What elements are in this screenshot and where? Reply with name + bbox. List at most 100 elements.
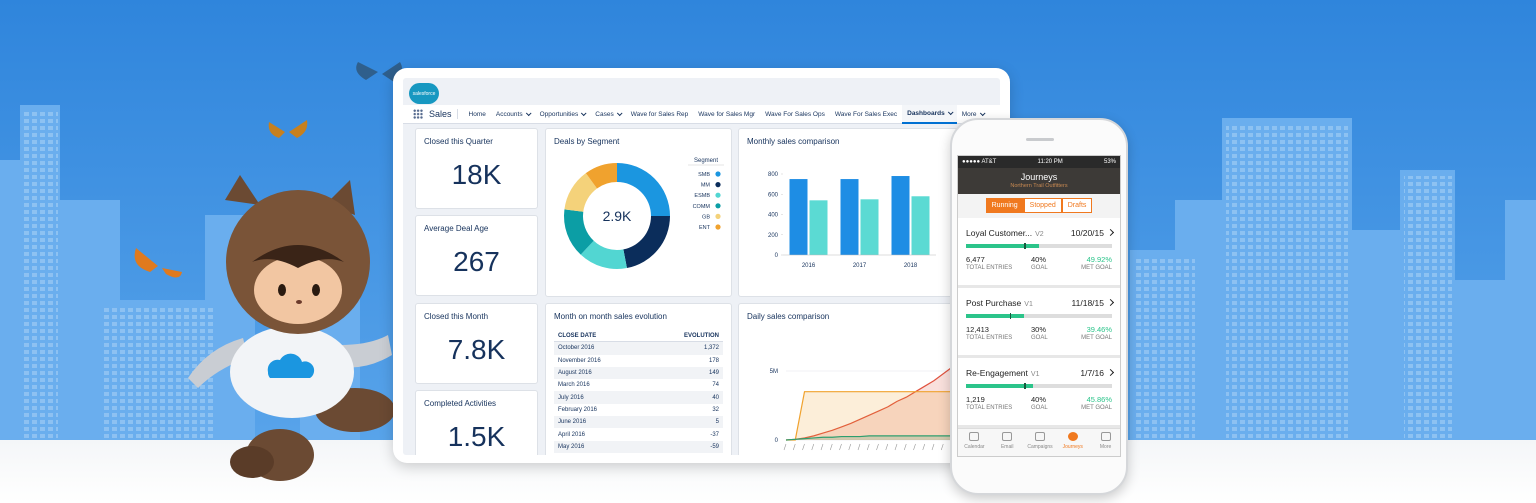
x-tick — [894, 443, 898, 451]
journey-card[interactable]: Re-Engagement V1 1/7/16 1,219 40% 45.86% TOTAL… — [958, 358, 1120, 428]
x-tick-label: 2018 — [904, 263, 918, 269]
donut-chart: 2.9K Segment SMB MM ESMB COMM GB ENT — [564, 158, 724, 269]
nav-item[interactable]: Wave For Sales Exec — [830, 105, 902, 124]
nav-label: Wave for Sales Rep — [630, 110, 689, 118]
x-tick — [857, 443, 861, 451]
nav-icon — [1034, 432, 1045, 441]
tile-value: 267 — [453, 246, 500, 277]
legend-label: GB — [702, 214, 710, 220]
x-tick — [829, 443, 833, 451]
tile-title: Closed this Quarter — [424, 137, 493, 146]
progress-track — [966, 243, 1112, 249]
phone-nav-item[interactable]: More — [1089, 429, 1120, 456]
bar — [891, 176, 910, 255]
phone-nav-item[interactable]: Calendar — [958, 429, 991, 456]
table-row: October 2016 1,372 — [554, 342, 723, 355]
nav-item[interactable]: Dashboards — [902, 104, 957, 124]
nav-item[interactable]: Wave for Sales Rep — [626, 105, 694, 124]
nav-item[interactable]: Wave For Sales Ops — [760, 105, 830, 124]
entries-label: TOTAL ENTRIES — [966, 335, 1013, 341]
nav-item[interactable]: Cases — [590, 105, 625, 124]
chevron — [525, 110, 532, 117]
journey-card[interactable]: Loyal Customer... V2 10/20/15 6,477 40% 49.92… — [958, 218, 1120, 288]
series-area — [786, 350, 971, 440]
y-tick-label: 400 — [768, 213, 779, 219]
nav-item[interactable]: Home — [464, 105, 491, 124]
x-tick — [839, 443, 842, 451]
table-row: March 2016 74 — [554, 379, 723, 391]
laptop: salesforce Sales Home Accounts Opportuniti… — [393, 68, 1010, 463]
table-cell: -37 — [710, 431, 719, 438]
bar — [840, 179, 859, 255]
header-cell: CLOSE DATE — [558, 332, 597, 339]
legend-label: SMB — [698, 172, 710, 178]
mascot — [188, 175, 395, 481]
journey-version: V2 — [1035, 231, 1044, 238]
table-cell: 149 — [708, 370, 719, 377]
logo[interactable]: salesforce — [409, 83, 439, 104]
donut-slice — [580, 240, 627, 269]
series-area — [786, 391, 971, 440]
tile-value: 7.8K — [447, 334, 506, 365]
nav-label: Home — [468, 110, 486, 118]
nav-label: Wave for Sales Mgr — [698, 110, 756, 118]
legend-swatch — [715, 213, 721, 219]
nav-label: Dashboards — [907, 109, 945, 117]
journey-date: 10/20/15 — [1070, 228, 1104, 238]
table-cell: May 2016 — [558, 443, 585, 450]
phone-nav-item[interactable]: Journeys — [1056, 429, 1089, 456]
met-goal-label: MET GOAL — [1081, 265, 1112, 271]
progress-fill — [966, 384, 1033, 388]
tab[interactable]: Drafts — [1061, 198, 1093, 213]
tab[interactable]: Stopped — [1023, 198, 1062, 213]
chevron — [1106, 228, 1115, 237]
table-row: February 2016 32 — [554, 404, 723, 416]
tile-value: 18K — [451, 159, 502, 190]
nav-label: More — [1099, 444, 1112, 450]
donut-slice — [564, 173, 598, 212]
progress-track — [966, 313, 1112, 319]
butterflies — [134, 62, 402, 278]
speaker — [1026, 138, 1054, 141]
journey-card[interactable]: Post Purchase V1 11/18/15 12,413 30% 39.46% TO… — [958, 288, 1120, 358]
table-cell: July 2016 — [558, 394, 584, 401]
phone-nav-item[interactable]: Email — [991, 429, 1024, 456]
status-bar: ●●●●● AT&T 11:20 PM 53% — [958, 156, 1120, 168]
y-tick-label: 0 — [775, 253, 779, 259]
journey-name: Re-Engagement V1 — [966, 368, 1040, 378]
cards: Loyal Customer... V2 10/20/15 6,477 40% 49.92… — [958, 218, 1120, 428]
goal-label: GOAL — [1031, 405, 1048, 411]
tab[interactable]: Running — [985, 198, 1024, 213]
bar — [860, 199, 879, 255]
y-tick-label: 600 — [768, 192, 779, 198]
x-tick — [848, 443, 852, 451]
tile-title: Completed Activities — [424, 399, 497, 408]
met-goal-label: MET GOAL — [1081, 405, 1112, 411]
series-line — [785, 349, 972, 441]
nav-label: Email — [1000, 444, 1014, 450]
table-row: June 2016 5 — [554, 416, 723, 429]
journey-date: 11/18/15 — [1071, 298, 1104, 308]
app-launcher[interactable] — [413, 109, 423, 119]
entries: 6,477 — [966, 255, 985, 264]
goal: 40% — [1031, 395, 1047, 404]
series-line — [785, 435, 971, 441]
table-cell: October 2016 — [558, 345, 595, 352]
table-cell: 5 — [715, 419, 719, 426]
nav-item[interactable]: Accounts — [491, 105, 535, 124]
table-header: CLOSE DATE EVOLUTION — [554, 330, 723, 343]
donut-slice — [564, 209, 594, 255]
nav-item[interactable]: More — [957, 105, 989, 124]
battery: 53% — [1103, 159, 1116, 165]
panel-title: Deals by Segment — [554, 137, 620, 146]
phone-nav-item[interactable]: Campaigns — [1024, 429, 1057, 456]
y-tick-label: 200 — [768, 233, 779, 239]
panel-title: Monthly sales comparison — [747, 137, 840, 146]
nav-item[interactable]: Wave for Sales Mgr — [693, 105, 760, 124]
chevron — [979, 110, 986, 117]
nav-item[interactable]: Opportunities — [535, 105, 591, 124]
donut-slice — [585, 163, 617, 189]
legend-swatch — [715, 192, 721, 198]
x-tick-label: 2017 — [853, 263, 867, 269]
